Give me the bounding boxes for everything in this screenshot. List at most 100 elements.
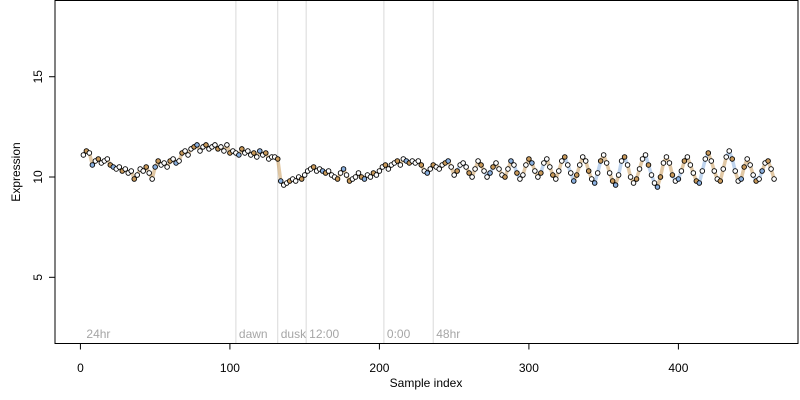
- data-point: [657, 174, 664, 180]
- data-point: [702, 156, 709, 162]
- data-point: [424, 170, 430, 176]
- data-point: [134, 172, 140, 178]
- data-point: [376, 168, 383, 174]
- data-point: [340, 166, 347, 172]
- period-label: 24hr: [86, 327, 110, 341]
- x-tick-label: 100: [220, 361, 240, 375]
- data-point: [218, 144, 224, 150]
- data-point: [298, 176, 305, 182]
- data-point: [615, 172, 622, 178]
- data-point: [750, 172, 756, 178]
- data-point: [484, 174, 490, 180]
- data-point: [475, 158, 481, 164]
- data-point: [621, 154, 628, 160]
- data-point: [526, 156, 532, 162]
- data-point: [618, 158, 625, 164]
- data-point: [681, 158, 688, 164]
- data-point: [292, 178, 299, 184]
- data-point: [149, 176, 155, 182]
- data-point: [445, 158, 451, 164]
- y-axis-title: Expression: [9, 142, 23, 201]
- data-point: [675, 176, 682, 182]
- data-point: [310, 164, 317, 170]
- data-point: [221, 148, 227, 154]
- data-point: [176, 158, 182, 164]
- data-point: [565, 162, 571, 168]
- x-axis: 0 100 200 300 400: [77, 343, 689, 375]
- data-point: [747, 162, 753, 168]
- y-tick-label: 15: [31, 70, 45, 84]
- data-point: [648, 172, 655, 178]
- data-point: [508, 158, 514, 164]
- data-point: [726, 148, 732, 154]
- data-point: [143, 164, 149, 170]
- data-point: [373, 172, 380, 178]
- data-point: [529, 160, 535, 166]
- data-point: [325, 168, 332, 174]
- data-point: [696, 180, 703, 186]
- data-point: [576, 162, 583, 168]
- data-point: [343, 172, 350, 178]
- data-point: [367, 174, 374, 180]
- period-label: 48hr: [436, 327, 460, 341]
- y-tick-label: 10: [31, 170, 45, 184]
- data-point: [155, 158, 161, 164]
- data-point: [562, 154, 568, 160]
- data-points: [80, 142, 777, 190]
- data-point: [95, 156, 102, 162]
- data-point: [597, 158, 604, 164]
- data-point: [394, 158, 401, 164]
- plot-frame: [54, 0, 799, 344]
- data-point: [535, 174, 541, 180]
- data-point: [454, 168, 460, 174]
- data-point: [448, 164, 454, 170]
- period-marker-lines: [235, 0, 434, 344]
- data-point: [669, 172, 676, 178]
- data-point: [723, 154, 729, 160]
- data-point: [257, 148, 263, 154]
- data-point: [478, 162, 484, 168]
- data-point: [768, 166, 774, 172]
- data-point: [164, 164, 170, 170]
- data-point: [663, 154, 670, 160]
- data-point: [89, 162, 96, 168]
- data-point: [624, 162, 631, 168]
- data-point: [585, 168, 592, 174]
- data-point: [104, 156, 111, 162]
- data-point: [514, 170, 520, 176]
- data-point: [544, 156, 550, 162]
- data-point: [185, 152, 191, 158]
- data-point: [490, 164, 496, 170]
- data-point: [759, 168, 765, 174]
- data-point: [511, 162, 517, 168]
- x-tick-label: 300: [519, 361, 539, 375]
- data-point: [128, 168, 134, 174]
- data-point: [699, 168, 706, 174]
- data-point: [639, 156, 646, 162]
- data-point: [251, 150, 257, 156]
- data-point: [609, 178, 616, 184]
- data-point: [591, 180, 598, 186]
- data-point: [711, 168, 718, 174]
- data-point: [197, 148, 203, 154]
- data-point: [553, 176, 559, 182]
- data-point: [720, 166, 727, 172]
- data-point: [642, 152, 649, 158]
- data-point: [254, 154, 260, 160]
- data-point: [729, 156, 735, 162]
- data-point: [603, 160, 610, 166]
- data-point: [550, 172, 556, 178]
- data-point: [239, 146, 245, 152]
- data-point: [451, 172, 457, 178]
- period-labels: 24hr dawn dusk 12:00 0:00 48hr: [86, 327, 460, 341]
- data-point: [538, 170, 544, 176]
- data-point: [579, 154, 586, 160]
- data-point: [687, 162, 694, 168]
- data-point: [472, 166, 478, 172]
- data-point: [140, 168, 146, 174]
- data-point: [502, 174, 508, 180]
- y-tick-label: 5: [31, 274, 45, 281]
- data-point: [741, 164, 747, 170]
- data-point: [203, 142, 209, 148]
- data-point: [481, 168, 487, 174]
